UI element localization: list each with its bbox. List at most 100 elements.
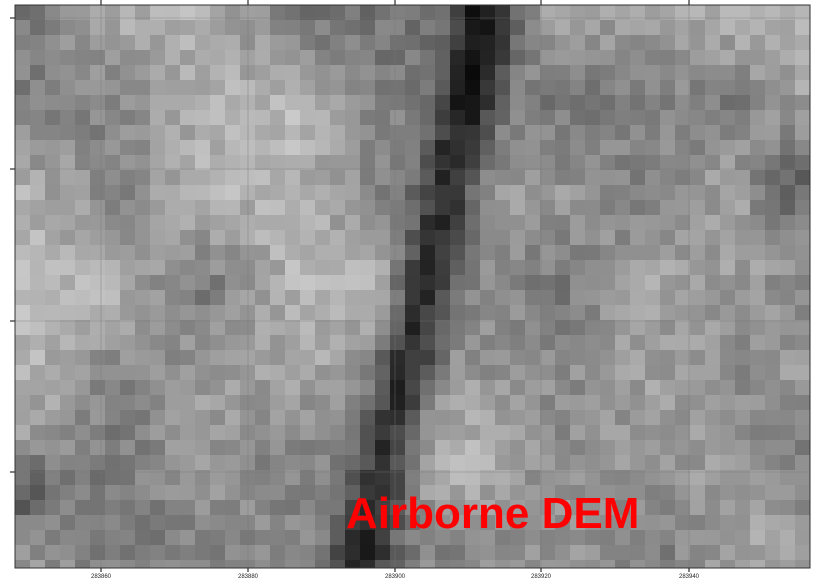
raster-cell bbox=[735, 395, 750, 410]
raster-cell bbox=[615, 560, 630, 568]
raster-cell bbox=[285, 440, 300, 455]
raster-cell bbox=[210, 485, 225, 500]
raster-cell bbox=[30, 125, 45, 140]
raster-cell bbox=[660, 245, 675, 260]
raster-cell bbox=[135, 110, 150, 125]
raster-cell bbox=[135, 200, 150, 215]
raster-cell bbox=[75, 395, 90, 410]
raster-cell bbox=[240, 290, 255, 305]
raster-cell bbox=[255, 200, 270, 215]
raster-cell bbox=[750, 365, 765, 380]
raster-cell bbox=[720, 95, 735, 110]
raster-cell bbox=[90, 275, 105, 290]
raster-cell bbox=[795, 305, 810, 320]
raster-cell bbox=[330, 110, 345, 125]
raster-cell bbox=[435, 170, 450, 185]
raster-cell bbox=[105, 380, 120, 395]
raster-cell bbox=[15, 380, 30, 395]
raster-cell bbox=[210, 155, 225, 170]
raster-cell bbox=[210, 395, 225, 410]
raster-cell bbox=[60, 485, 75, 500]
raster-cell bbox=[750, 125, 765, 140]
raster-cell bbox=[210, 380, 225, 395]
raster-cell bbox=[90, 155, 105, 170]
raster-cell bbox=[255, 245, 270, 260]
raster-cell bbox=[150, 20, 165, 35]
raster-cell bbox=[375, 80, 390, 95]
raster-cell bbox=[435, 305, 450, 320]
raster-cell bbox=[390, 275, 405, 290]
raster-cell bbox=[645, 485, 660, 500]
raster-cell bbox=[270, 320, 285, 335]
raster-cell bbox=[135, 275, 150, 290]
raster-cell bbox=[270, 35, 285, 50]
raster-cell bbox=[285, 170, 300, 185]
raster-cell bbox=[180, 20, 195, 35]
raster-cell bbox=[405, 395, 420, 410]
raster-cell bbox=[75, 155, 90, 170]
raster-cell bbox=[210, 245, 225, 260]
raster-cell bbox=[645, 440, 660, 455]
raster-cell bbox=[525, 275, 540, 290]
raster-cell bbox=[600, 410, 615, 425]
raster-cell bbox=[30, 140, 45, 155]
raster-cell bbox=[690, 275, 705, 290]
raster-cell bbox=[330, 65, 345, 80]
raster-cell bbox=[495, 35, 510, 50]
raster-cell bbox=[90, 485, 105, 500]
raster-cell bbox=[510, 50, 525, 65]
raster-cell bbox=[555, 440, 570, 455]
raster-cell bbox=[540, 350, 555, 365]
raster-cell bbox=[720, 290, 735, 305]
raster-cell bbox=[705, 500, 720, 515]
raster-cell bbox=[255, 455, 270, 470]
raster-cell bbox=[15, 50, 30, 65]
raster-cell bbox=[300, 275, 315, 290]
raster-cell bbox=[210, 20, 225, 35]
raster-cell bbox=[750, 35, 765, 50]
raster-cell bbox=[45, 155, 60, 170]
raster-cell bbox=[360, 455, 375, 470]
raster-cell bbox=[165, 305, 180, 320]
raster-cell bbox=[135, 530, 150, 545]
raster-cell bbox=[240, 95, 255, 110]
raster-cell bbox=[345, 275, 360, 290]
raster-cell bbox=[30, 515, 45, 530]
raster-cell bbox=[240, 125, 255, 140]
raster-cell bbox=[420, 185, 435, 200]
raster-cell bbox=[510, 80, 525, 95]
raster-cell bbox=[360, 125, 375, 140]
raster-cell bbox=[105, 125, 120, 140]
raster-cell bbox=[630, 125, 645, 140]
raster-cell bbox=[30, 560, 45, 568]
raster-cell bbox=[735, 320, 750, 335]
raster-cell bbox=[30, 35, 45, 50]
raster-cell bbox=[180, 320, 195, 335]
raster-cell bbox=[300, 65, 315, 80]
raster-cell bbox=[705, 560, 720, 568]
raster-cell bbox=[600, 380, 615, 395]
raster-cell bbox=[225, 245, 240, 260]
raster-cell bbox=[480, 35, 495, 50]
raster-cell bbox=[150, 485, 165, 500]
raster-cell bbox=[525, 335, 540, 350]
raster-cell bbox=[690, 530, 705, 545]
raster-cell bbox=[285, 215, 300, 230]
raster-cell bbox=[570, 20, 585, 35]
raster-cell bbox=[540, 260, 555, 275]
raster-cell bbox=[345, 20, 360, 35]
raster-cell bbox=[555, 455, 570, 470]
raster-cell bbox=[270, 95, 285, 110]
raster-cell bbox=[255, 35, 270, 50]
raster-cell bbox=[360, 290, 375, 305]
raster-cell bbox=[690, 200, 705, 215]
raster-cell bbox=[750, 155, 765, 170]
raster-cell bbox=[480, 125, 495, 140]
raster-cell bbox=[510, 365, 525, 380]
raster-cell bbox=[60, 350, 75, 365]
raster-cell bbox=[645, 185, 660, 200]
raster-cell bbox=[585, 350, 600, 365]
raster-cell bbox=[795, 200, 810, 215]
raster-cell bbox=[90, 395, 105, 410]
raster-cell bbox=[630, 395, 645, 410]
